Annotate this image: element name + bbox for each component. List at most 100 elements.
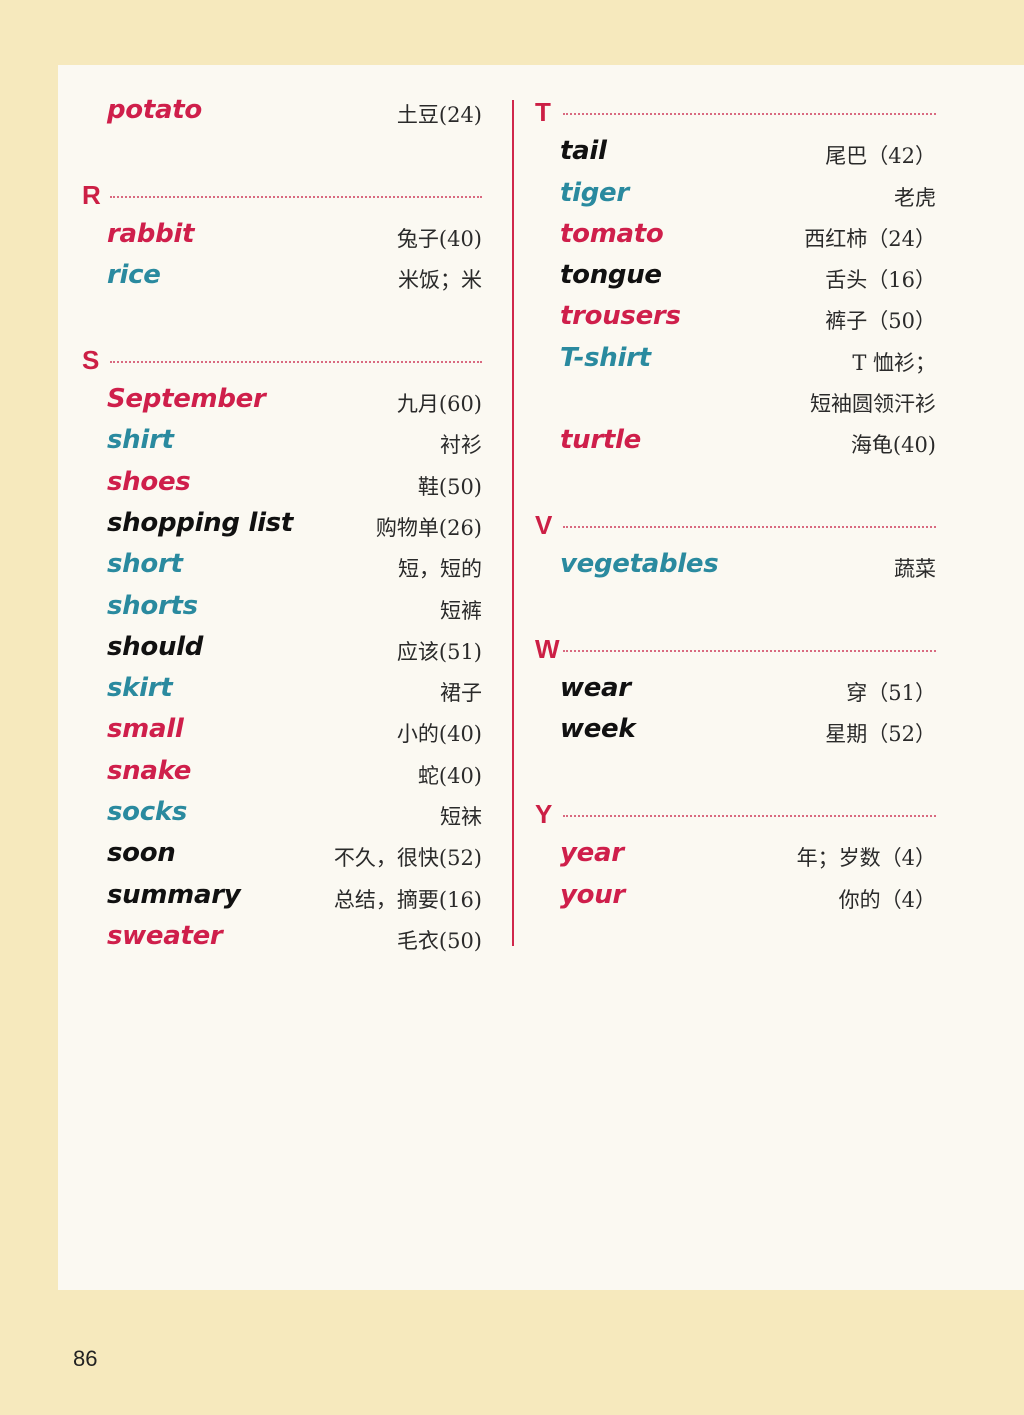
- section-header-r: R: [82, 174, 482, 215]
- entry-tongue: tongue 舌头（16）: [535, 256, 936, 297]
- entry-year: year 年；岁数（4）: [535, 834, 936, 875]
- entry-tshirt: T-shirt T 恤衫；: [535, 339, 936, 380]
- entry-short: short 短，短的: [82, 545, 482, 586]
- entry-tail: tail 尾巴（42）: [535, 132, 936, 173]
- entry-word: small: [107, 714, 184, 745]
- entry-rabbit: rabbit 兔子(40): [82, 215, 482, 256]
- entry-your: your 你的（4）: [535, 876, 936, 917]
- dotted-rule: [563, 649, 936, 652]
- entry-word: tail: [560, 136, 607, 167]
- right-column: T tail 尾巴（42） tiger 老虎 tomato 西红柿（24） tongu…: [535, 91, 936, 917]
- entry-vegetables: vegetables 蔬菜: [535, 545, 936, 586]
- dotted-rule: [110, 195, 482, 198]
- entry-word: turtle: [560, 425, 641, 456]
- column-divider: [512, 100, 514, 946]
- entry-word: rabbit: [107, 218, 195, 249]
- entry-translation: 购物单(26): [375, 515, 482, 540]
- entry-tshirt-continued: 短袖圆领汗衫: [535, 380, 936, 421]
- entry-translation: 你的（4）: [838, 887, 936, 912]
- entry-word: tongue: [560, 260, 662, 291]
- entry-word: shopping list: [107, 507, 293, 538]
- entry-translation: 短袖圆领汗衫: [810, 392, 936, 417]
- entry-should: should 应该(51): [82, 628, 482, 669]
- dotted-rule: [563, 113, 936, 115]
- spacer: [82, 297, 482, 338]
- entry-translation: 海龟(40): [850, 433, 936, 458]
- entry-translation: 衬衫: [440, 433, 482, 458]
- entry-skirt: skirt 裙子: [82, 669, 482, 710]
- entry-translation: T 恤衫；: [852, 350, 936, 375]
- spacer: [535, 752, 936, 793]
- entry-translation: 裤子（50）: [825, 309, 936, 334]
- entry-translation: 毛衣(50): [396, 928, 482, 953]
- entry-translation: 舌头（16）: [825, 268, 936, 293]
- entry-word: September: [107, 384, 266, 415]
- entry-translation: 裙子: [440, 681, 482, 706]
- entry-translation: 土豆(24): [396, 103, 482, 127]
- section-header-s: S: [82, 339, 482, 380]
- entry-word: sweater: [107, 920, 223, 951]
- section-header-y: Y: [535, 793, 936, 834]
- entry-word: should: [107, 631, 204, 662]
- entry-sweater: sweater 毛衣(50): [82, 917, 482, 958]
- entry-translation: 穿（51）: [846, 681, 936, 706]
- entry-summary: summary 总结，摘要(16): [82, 876, 482, 917]
- section-letter: S: [82, 344, 100, 375]
- entry-trousers: trousers 裤子（50）: [535, 297, 936, 338]
- section-header-t: T: [535, 91, 936, 132]
- entry-soon: soon 不久，很快(52): [82, 834, 482, 875]
- entry-small: small 小的(40): [82, 710, 482, 751]
- entry-translation: 应该(51): [396, 639, 482, 664]
- entry-translation: 年；岁数（4）: [796, 846, 936, 871]
- section-letter: V: [535, 509, 553, 540]
- entry-wear: wear 穿（51）: [535, 669, 936, 710]
- entry-translation: 蛇(40): [417, 763, 482, 788]
- entry-shorts: shorts 短裤: [82, 587, 482, 628]
- section-letter: W: [535, 633, 560, 664]
- section-header-w: W: [535, 628, 936, 669]
- entry-september: September 九月(60): [82, 380, 482, 421]
- entry-translation: 鞋(50): [417, 474, 482, 499]
- entry-translation: 短袜: [440, 805, 482, 830]
- entry-word: trousers: [560, 301, 681, 332]
- entry-word: vegetables: [560, 549, 719, 580]
- entry-word: summary: [107, 879, 241, 910]
- entry-translation: 尾巴（42）: [825, 144, 936, 169]
- entry-word: shoes: [107, 466, 191, 497]
- entry-translation: 老虎: [894, 185, 936, 210]
- entry-tomato: tomato 西红柿（24）: [535, 215, 936, 256]
- entry-snake: snake 蛇(40): [82, 752, 482, 793]
- entry-translation: 不久，很快(52): [333, 846, 482, 871]
- entry-word: potato: [107, 95, 202, 125]
- entry-word: soon: [107, 838, 176, 869]
- entry-shoes: shoes 鞋(50): [82, 463, 482, 504]
- section-header-v: V: [535, 504, 936, 545]
- entry-week: week 星期（52）: [535, 710, 936, 751]
- spacer: [535, 587, 936, 628]
- entry-word: tiger: [560, 177, 629, 208]
- entry-word: week: [560, 714, 636, 745]
- entry-turtle: turtle 海龟(40): [535, 421, 936, 462]
- entry-translation: 星期（52）: [825, 722, 936, 747]
- entry-translation: 米饭；米: [398, 268, 482, 293]
- entry-socks: socks 短袜: [82, 793, 482, 834]
- entry-word: wear: [560, 673, 631, 704]
- page-paper: [58, 65, 1024, 1290]
- entry-translation: 西红柿（24）: [804, 226, 936, 251]
- dotted-rule: [110, 360, 482, 363]
- entry-word: snake: [107, 755, 192, 786]
- entry-word: shirt: [107, 425, 174, 456]
- entry-word: tomato: [560, 218, 664, 249]
- entry-word: short: [107, 549, 183, 580]
- entry-shopping-list: shopping list 购物单(26): [82, 504, 482, 545]
- entry-translation: 蔬菜: [894, 557, 936, 582]
- entry-word: rice: [107, 260, 161, 291]
- dotted-rule: [563, 815, 936, 818]
- entry-word: socks: [107, 797, 188, 828]
- entry-tiger: tiger 老虎: [535, 174, 936, 215]
- left-column: potato 土豆(24) R rabbit 兔子(40) rice 米饭；米 S S…: [82, 91, 482, 958]
- entry-rice: rice 米饭；米: [82, 256, 482, 297]
- dotted-rule: [563, 525, 936, 528]
- entry-word: your: [560, 879, 625, 910]
- entry-translation: 九月(60): [396, 392, 482, 417]
